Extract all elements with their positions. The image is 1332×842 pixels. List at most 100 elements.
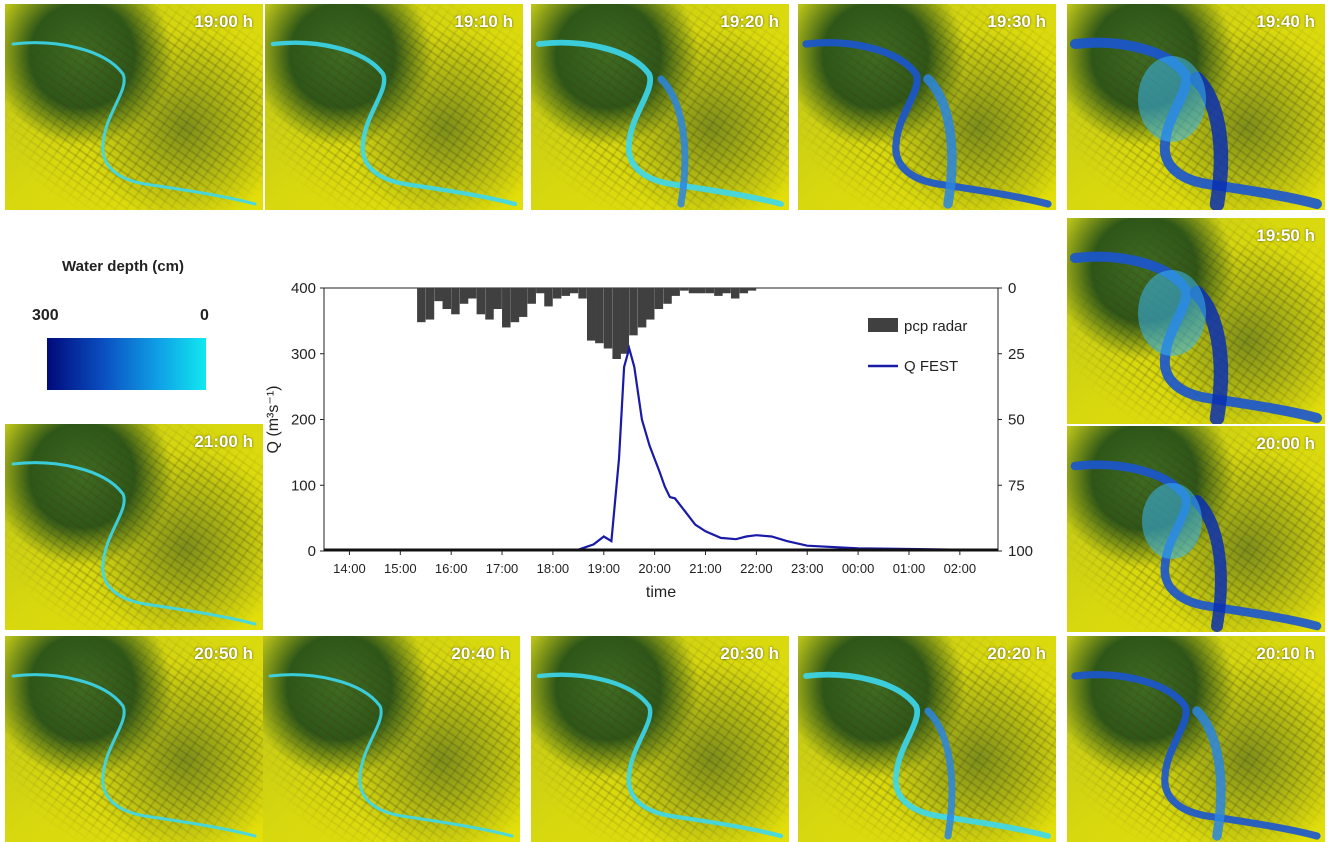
legend-swatch-pcp: [868, 318, 898, 332]
pcp-bar: [527, 288, 536, 304]
panel-time-label: 20:00 h: [1256, 434, 1315, 453]
y-right-tick-label: 0: [1008, 280, 1016, 297]
pcp-bar: [425, 288, 435, 320]
pcp-bar: [459, 288, 469, 304]
pcp-bar: [645, 288, 655, 320]
pcp-bar: [637, 288, 647, 328]
pcp-bar: [451, 288, 460, 315]
y-right-tick-label: 100: [1008, 543, 1033, 560]
river-water-overlay: [1071, 671, 1321, 841]
y-right-tick-label: 75: [1008, 477, 1025, 494]
x-tick-label: 18:00: [537, 561, 570, 576]
pcp-bar: [578, 288, 587, 299]
panel-time-label: 19:30 h: [987, 12, 1046, 31]
y-left-tick-label: 300: [291, 346, 316, 363]
flood-map-panel: 20:10 h: [1067, 636, 1325, 842]
pcp-bar: [485, 288, 494, 320]
pcp-bar: [442, 288, 452, 310]
river-water-overlay: [11, 41, 257, 206]
flood-map-panel: 20:30 h: [531, 636, 789, 842]
river-water-overlay: [536, 672, 784, 839]
y-left-tick-label: 0: [308, 543, 316, 560]
pcp-bar: [722, 288, 731, 294]
flood-map-panel: 20:00 h: [1067, 426, 1325, 632]
hydrograph-chart: 0 100 200 300 400 0 25 50 75 100 14:00 15:00 16:00 17…: [265, 280, 1033, 601]
legend-label-pcp: pcp radar: [904, 318, 967, 335]
pcp-bar: [467, 288, 477, 299]
pcp-bar: [544, 288, 553, 307]
river-water-overlay: [11, 673, 257, 838]
flood-map-panel: 19:30 h: [798, 4, 1056, 210]
pcp-bar: [629, 288, 638, 336]
pcp-bar: [654, 288, 664, 310]
x-tick-label: 23:00: [791, 561, 824, 576]
q-fest-line: [324, 344, 999, 552]
panel-time-label: 20:40 h: [451, 644, 510, 663]
pcp-bar: [552, 288, 562, 299]
flood-map-panel: 20:50 h: [5, 636, 263, 842]
water-depth-colorbar: [47, 338, 206, 390]
flood-map-panel: 19:40 h: [1067, 4, 1325, 210]
y-right-tick-label: 25: [1008, 346, 1025, 363]
x-tick-label: 21:00: [689, 561, 722, 576]
pcp-bar: [714, 288, 723, 296]
x-tick-label: 16:00: [435, 561, 468, 576]
flood-map-panel: 20:40 h: [262, 636, 520, 842]
panel-time-label: 20:50 h: [194, 644, 253, 663]
x-tick-label: 22:00: [740, 561, 773, 576]
legend-label-q: Q FEST: [904, 358, 958, 375]
legend-min-label: 0: [200, 307, 209, 324]
flood-map-panel: 19:50 h: [1067, 218, 1325, 424]
panel-time-label: 21:00 h: [194, 432, 253, 451]
x-tick-label: 02:00: [944, 561, 977, 576]
river-water-overlay: [268, 673, 514, 838]
x-tick-label: 19:00: [588, 561, 621, 576]
pcp-bar: [476, 288, 486, 315]
x-tick-label: 15:00: [384, 561, 417, 576]
pcp-bar: [612, 288, 621, 360]
pcp-bar: [518, 288, 528, 317]
pcp-bar: [417, 288, 426, 323]
pcp-bar: [510, 288, 520, 323]
y-left-tick-label: 100: [291, 477, 316, 494]
pcp-bar: [434, 288, 443, 302]
pcp-bar: [747, 288, 757, 291]
pcp-bar: [688, 288, 698, 294]
river-water-overlay: [11, 461, 257, 626]
river-water-overlay: [270, 40, 518, 207]
pcp-bar: [620, 288, 630, 354]
x-tick-label: 00:00: [842, 561, 875, 576]
panel-time-label: 20:30 h: [720, 644, 779, 663]
pcp-bar: [680, 288, 689, 291]
river-water-overlay: [802, 39, 1052, 209]
river-water-overlay: [536, 39, 784, 208]
x-tick-label: 01:00: [893, 561, 926, 576]
y-left-axis-title: Q (m³s⁻¹): [265, 386, 282, 454]
panel-time-label: 19:10 h: [454, 12, 513, 31]
river-water-overlay: [1070, 37, 1322, 210]
pcp-bar: [493, 288, 502, 310]
flood-map-panel: 19:10 h: [265, 4, 523, 210]
pcp-bar: [739, 288, 749, 294]
panel-time-label: 19:20 h: [720, 12, 779, 31]
y-right-tick-label: 50: [1008, 412, 1025, 429]
pcp-bar: [705, 288, 714, 294]
pcp-bar: [561, 288, 571, 296]
river-water-overlay: [1070, 460, 1322, 632]
legend-title: Water depth (cm): [62, 258, 184, 275]
panel-time-label: 20:20 h: [987, 644, 1046, 663]
panel-time-label: 19:40 h: [1256, 12, 1315, 31]
pcp-bar: [595, 288, 604, 344]
flood-map-panel: 21:00 h: [5, 424, 263, 630]
pcp-bar: [586, 288, 596, 341]
legend-max-label: 300: [32, 307, 59, 324]
pcp-bar: [502, 288, 511, 328]
flood-map-panel: 19:00 h: [5, 4, 263, 210]
y-left-tick-label: 200: [291, 412, 316, 429]
pcp-bar: [696, 288, 706, 294]
pcp-bar: [569, 288, 579, 294]
panel-time-label: 19:50 h: [1256, 226, 1315, 245]
x-tick-label: 17:00: [486, 561, 519, 576]
panel-time-label: 19:00 h: [194, 12, 253, 31]
pcp-bar: [603, 288, 613, 349]
